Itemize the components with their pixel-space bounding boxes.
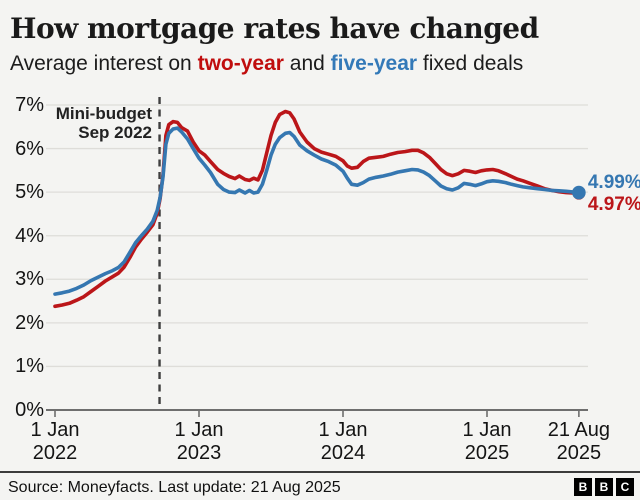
footer-divider xyxy=(0,471,640,473)
y-axis-label: 2% xyxy=(15,311,44,334)
five-year-end-value-label: 4.99% xyxy=(587,171,640,193)
x-axis-label-line2: 2023 xyxy=(176,442,222,464)
y-axis-label: 0% xyxy=(15,399,44,421)
page-title: How mortgage rates have changed xyxy=(10,12,539,45)
subtitle-suffix: fixed deals xyxy=(417,52,524,75)
x-axis-label-line1: 21 Aug xyxy=(547,419,610,441)
five-year-line xyxy=(53,126,581,296)
five-year-end-dot xyxy=(572,185,586,200)
x-axis-label-line1: 1 Jan xyxy=(174,419,224,441)
mini-budget-annotation: Mini-budget Sep 2022 xyxy=(0,104,152,142)
y-axis-label: 5% xyxy=(15,181,44,204)
x-axis-label-line1: 1 Jan xyxy=(318,419,368,441)
source-caption: Source: Moneyfacts. Last update: 21 Aug … xyxy=(8,479,341,496)
y-axis-label: 6% xyxy=(15,137,44,160)
subtitle-two-year: two-year xyxy=(197,52,284,75)
x-axis-label: 1 Jan 2025 xyxy=(439,419,535,465)
x-axis-label-line2: 2024 xyxy=(320,442,366,464)
x-axis-label: 21 Aug 2025 xyxy=(531,419,627,465)
y-axis-label: 3% xyxy=(15,268,44,291)
subtitle-and: and xyxy=(283,52,331,75)
x-axis-label-line1: 1 Jan xyxy=(462,419,512,441)
bbc-logo-block-3: C xyxy=(616,478,634,496)
annotation-line-2: Sep 2022 xyxy=(78,123,152,142)
annotation-line-1: Mini-budget xyxy=(55,104,152,123)
chart-subtitle: Average interest on two-year and five-ye… xyxy=(10,52,630,76)
bbc-logo-block-2: B xyxy=(595,478,613,496)
x-axis-label-line2: 2025 xyxy=(464,442,510,464)
bbc-logo: B B C xyxy=(574,478,634,496)
x-axis-label: 1 Jan 2022 xyxy=(7,419,103,465)
x-axis-label: 1 Jan 2024 xyxy=(295,419,391,465)
x-axis-label-line1: 1 Jan xyxy=(30,419,80,441)
x-axis-label-line2: 2025 xyxy=(556,442,602,464)
y-axis-label: 4% xyxy=(15,224,44,247)
two-year-end-value-label: 4.97% xyxy=(587,194,640,216)
subtitle-prefix: Average interest on xyxy=(10,52,198,75)
y-axis-label: 1% xyxy=(15,355,44,378)
y-axis-label: 7% xyxy=(15,94,44,116)
x-axis-label-line2: 2022 xyxy=(32,442,78,464)
subtitle-five-year: five-year xyxy=(330,52,418,75)
two-year-line xyxy=(53,109,581,309)
bbc-logo-block-1: B xyxy=(574,478,592,496)
x-axis-label: 1 Jan 2023 xyxy=(151,419,247,465)
